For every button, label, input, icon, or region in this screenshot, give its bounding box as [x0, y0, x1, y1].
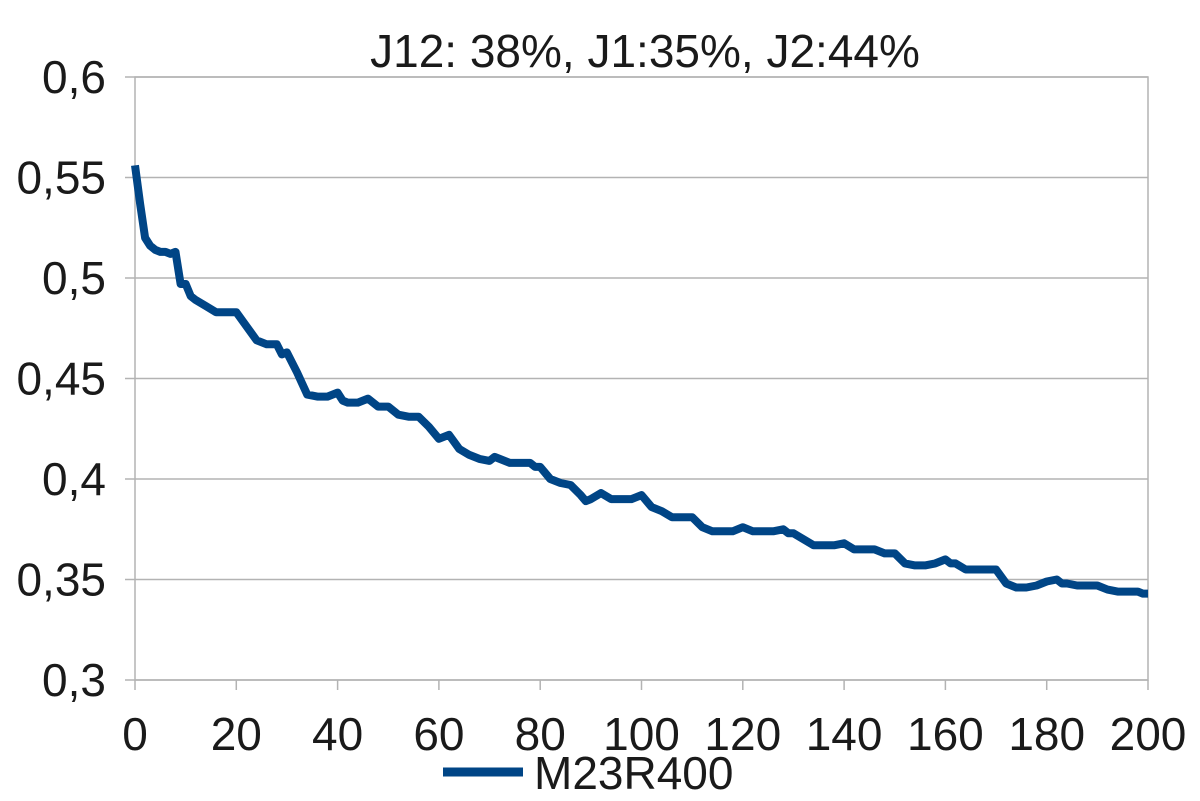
series-line-m23r400	[131, 164, 1148, 598]
axis-ticks	[125, 76, 1149, 690]
chart-title: J12: 38%, J1:35%, J2:44%	[370, 25, 920, 77]
x-tick-label: 80	[515, 708, 566, 760]
x-tick-label: 200	[1110, 708, 1187, 760]
legend-label-m23r400: M23R400	[534, 747, 733, 799]
x-tick-label: 120	[704, 708, 781, 760]
y-tick-label: 0,55	[16, 152, 106, 204]
x-tick-label: 40	[312, 708, 363, 760]
y-tick-label: 0,4	[42, 453, 106, 505]
x-tick-label: 160	[907, 708, 984, 760]
x-tick-label: 60	[413, 708, 464, 760]
y-tick-label: 0,45	[16, 353, 106, 405]
x-tick-label: 100	[603, 708, 680, 760]
y-tick-label: 0,5	[42, 252, 106, 304]
grid-lines	[135, 76, 1148, 681]
y-tick-label: 0,6	[42, 51, 106, 103]
tick-labels: 0,3 0,35 0,4 0,45 0,5 0,55 0,6 0 20 40 60 80 100 120 1…	[16, 51, 1186, 760]
x-tick-label: 140	[806, 708, 883, 760]
legend: M23R400	[443, 747, 733, 799]
x-tick-label: 0	[122, 708, 148, 760]
x-tick-label: 180	[1008, 708, 1085, 760]
x-tick-label: 20	[211, 708, 262, 760]
series-lines	[131, 164, 1148, 598]
y-tick-label: 0,3	[42, 654, 106, 706]
y-tick-label: 0,35	[16, 554, 106, 606]
